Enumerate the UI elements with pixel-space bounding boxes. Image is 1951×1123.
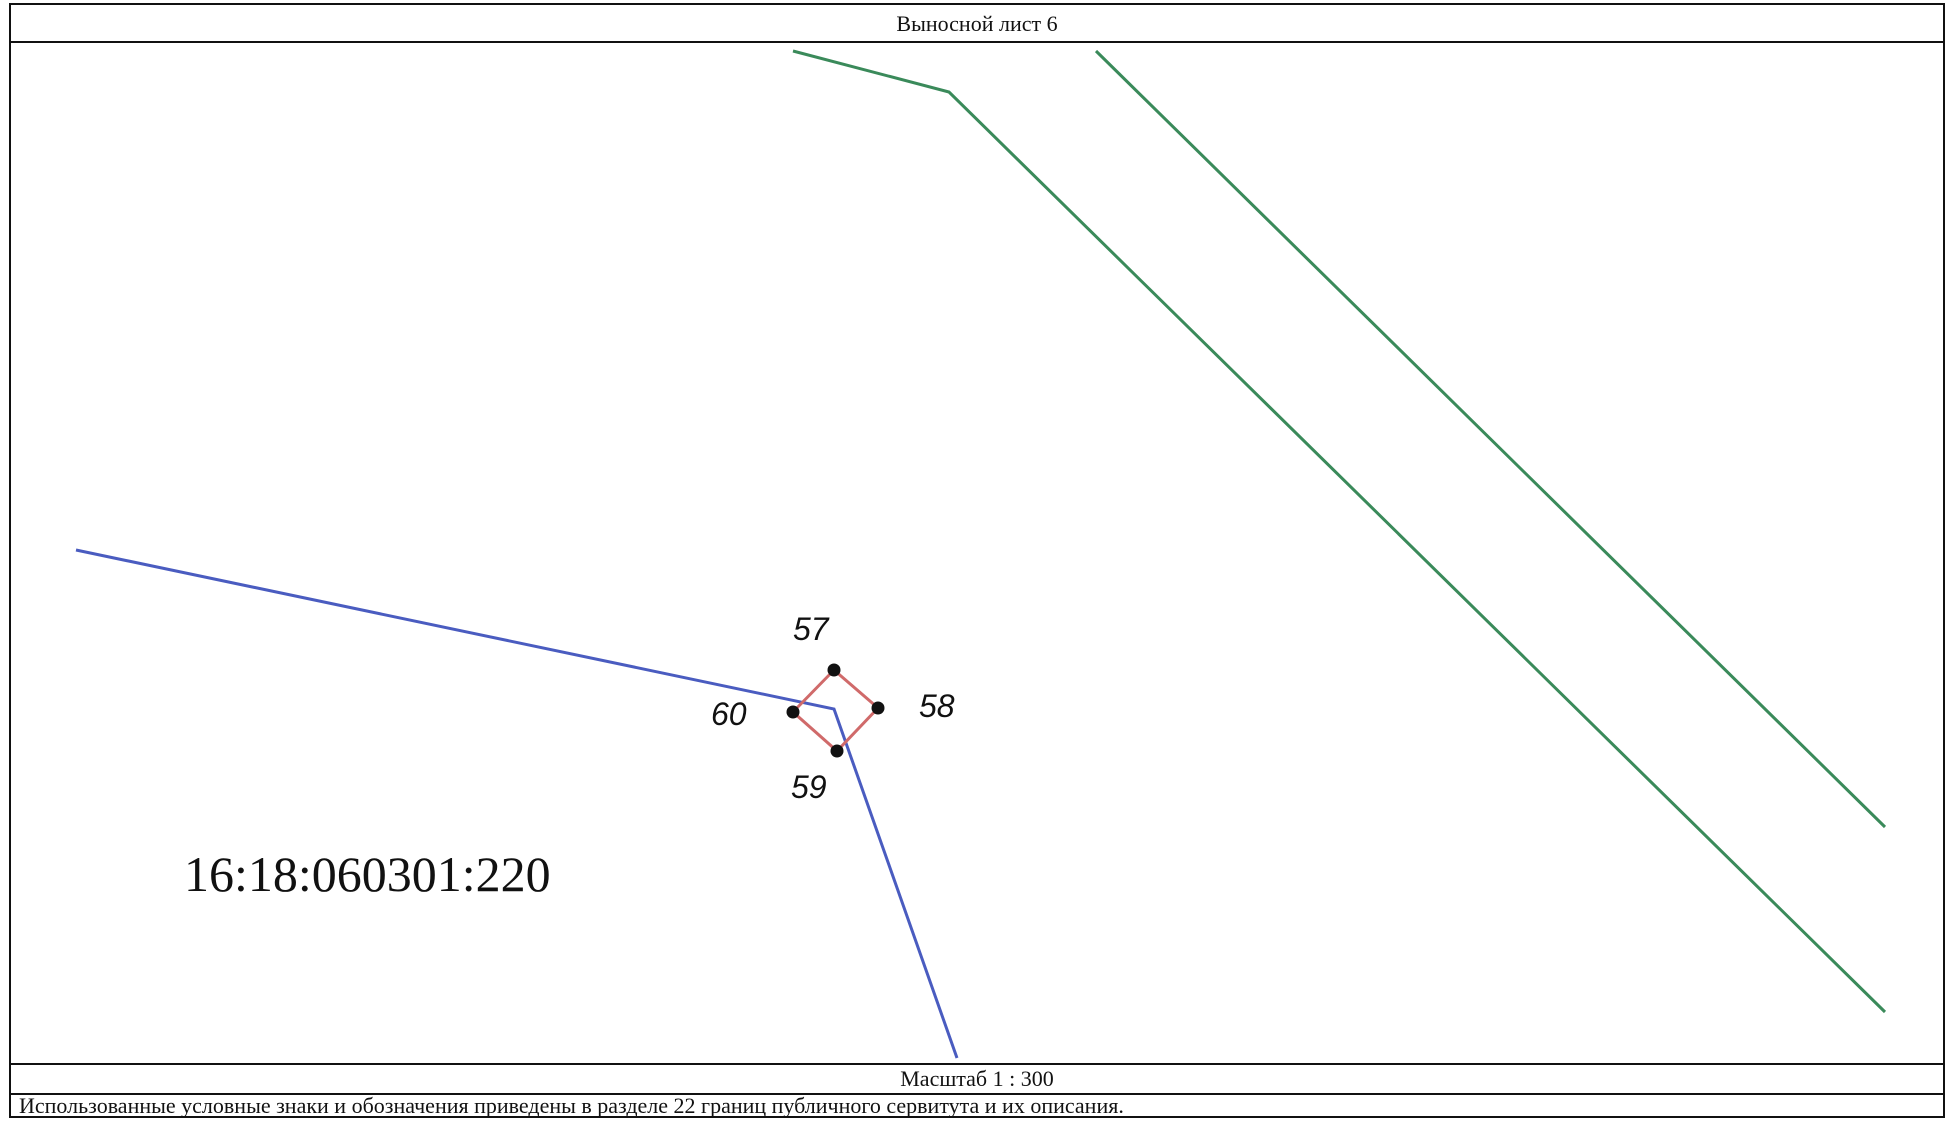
map-canvas: 57 58 59 60 16:18:060301:220 <box>75 49 1887 1059</box>
point-58-marker <box>871 701 885 715</box>
point-57-marker <box>827 663 841 677</box>
map-sheet: Выносной лист 6 57 58 59 60 16:18:060301… <box>9 3 1945 1118</box>
sheet-title: Выносной лист 6 <box>11 5 1943 43</box>
road-line-left <box>792 49 1887 1014</box>
point-58-label: 58 <box>919 688 955 724</box>
point-59-marker <box>830 744 844 758</box>
scale-label: Масштаб 1 : 300 <box>11 1063 1943 1095</box>
road-line-right <box>1094 49 1887 829</box>
parcel-boundary-line <box>75 548 959 1059</box>
point-60-label: 60 <box>711 696 747 732</box>
legend-note: Использованные условные знаки и обозначе… <box>19 1093 1124 1118</box>
parcel-number-label: 16:18:060301:220 <box>184 846 551 902</box>
map-area: 57 58 59 60 16:18:060301:220 <box>11 43 1943 1063</box>
point-60-marker <box>786 705 800 719</box>
point-59-label: 59 <box>791 769 827 805</box>
point-57-label: 57 <box>793 611 830 647</box>
